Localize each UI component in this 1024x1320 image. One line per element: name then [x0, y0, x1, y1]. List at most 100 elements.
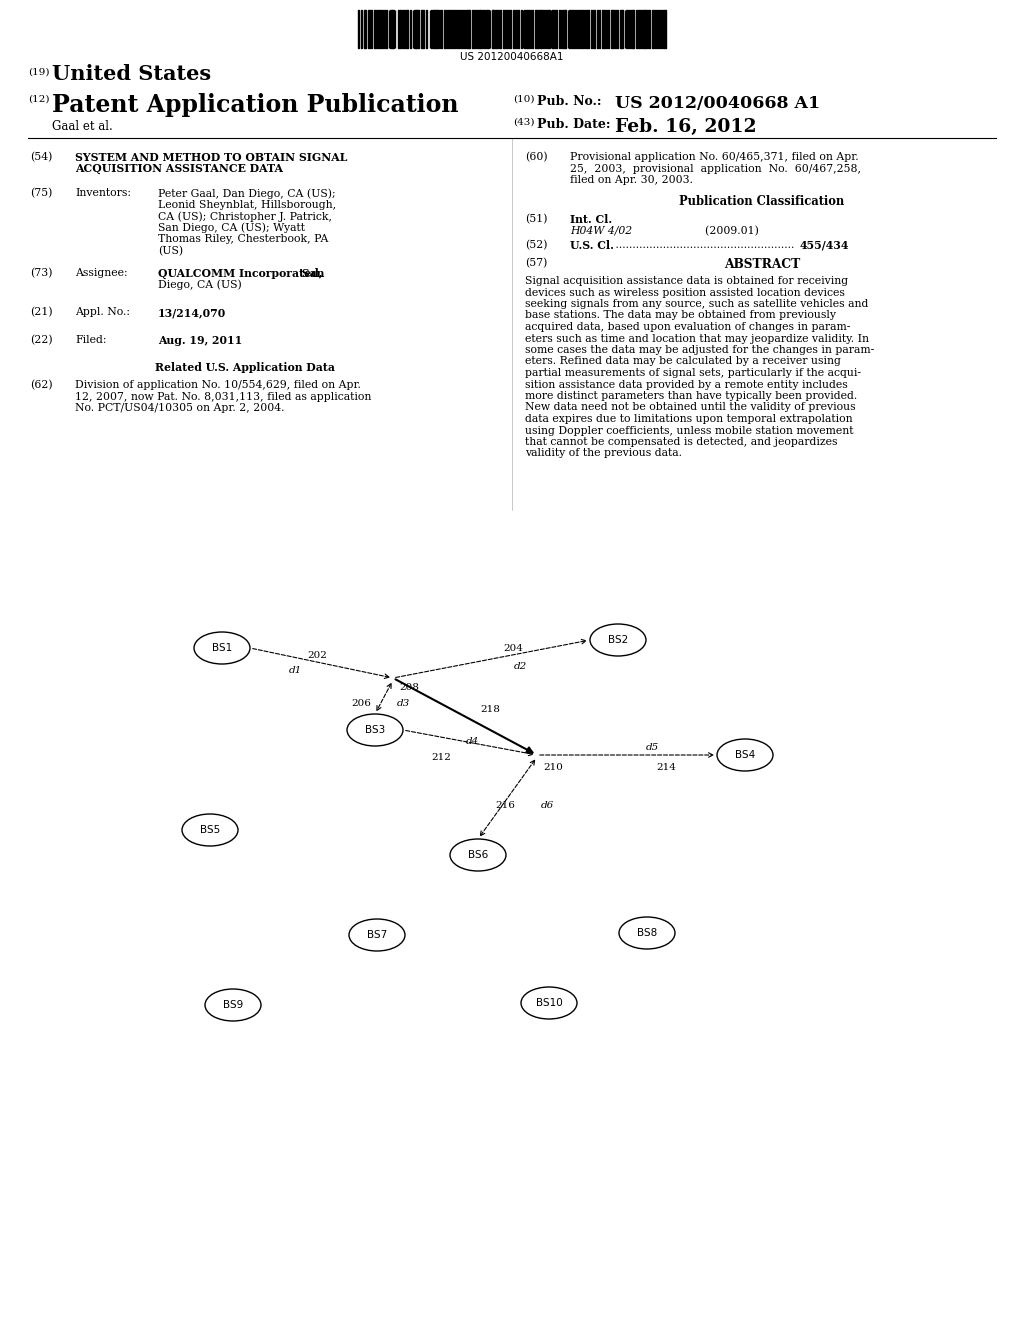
Text: BS3: BS3 [365, 725, 385, 735]
Text: sition assistance data provided by a remote entity includes: sition assistance data provided by a rem… [525, 380, 848, 389]
Text: Peter Gaal, Dan Diego, CA (US);: Peter Gaal, Dan Diego, CA (US); [158, 187, 336, 198]
Text: 208: 208 [399, 682, 419, 692]
Text: Thomas Riley, Chesterbook, PA: Thomas Riley, Chesterbook, PA [158, 234, 329, 244]
Text: 13/214,070: 13/214,070 [158, 308, 226, 318]
Text: Int. Cl.: Int. Cl. [570, 214, 612, 224]
Text: Appl. No.:: Appl. No.: [75, 308, 130, 317]
Text: 216: 216 [496, 800, 515, 809]
Text: d2: d2 [514, 663, 527, 671]
Text: BS4: BS4 [735, 750, 755, 760]
Text: acquired data, based upon evaluation of changes in param-: acquired data, based upon evaluation of … [525, 322, 850, 333]
Text: 218: 218 [480, 705, 500, 714]
Text: 455/434: 455/434 [800, 240, 849, 251]
Text: Pub. Date:: Pub. Date: [537, 117, 610, 131]
Text: 204: 204 [504, 644, 523, 653]
Text: No. PCT/US04/10305 on Apr. 2, 2004.: No. PCT/US04/10305 on Apr. 2, 2004. [75, 403, 285, 413]
Text: Division of application No. 10/554,629, filed on Apr.: Division of application No. 10/554,629, … [75, 380, 360, 389]
Text: some cases the data may be adjusted for the changes in param-: some cases the data may be adjusted for … [525, 345, 874, 355]
Text: partial measurements of signal sets, particularly if the acqui-: partial measurements of signal sets, par… [525, 368, 861, 378]
Text: San Diego, CA (US); Wyatt: San Diego, CA (US); Wyatt [158, 223, 305, 234]
Text: (12): (12) [28, 95, 49, 104]
Ellipse shape [717, 739, 773, 771]
Text: d1: d1 [289, 667, 302, 675]
Text: (57): (57) [525, 257, 548, 268]
Text: BS2: BS2 [608, 635, 628, 645]
Text: US 2012/0040668 A1: US 2012/0040668 A1 [615, 95, 820, 112]
Text: BS8: BS8 [637, 928, 657, 939]
Text: Assignee:: Assignee: [75, 268, 128, 279]
Text: Leonid Sheynblat, Hillsborough,: Leonid Sheynblat, Hillsborough, [158, 199, 336, 210]
Text: (75): (75) [30, 187, 52, 198]
Text: (19): (19) [28, 69, 49, 77]
Text: eters. Refined data may be calculated by a receiver using: eters. Refined data may be calculated by… [525, 356, 841, 367]
Text: 12, 2007, now Pat. No. 8,031,113, filed as application: 12, 2007, now Pat. No. 8,031,113, filed … [75, 392, 372, 401]
Text: United States: United States [52, 63, 211, 84]
Text: ACQUISITION ASSISTANCE DATA: ACQUISITION ASSISTANCE DATA [75, 164, 283, 174]
Text: Patent Application Publication: Patent Application Publication [52, 92, 459, 117]
Text: 214: 214 [656, 763, 676, 772]
Text: seeking signals from any source, such as satellite vehicles and: seeking signals from any source, such as… [525, 300, 868, 309]
Text: Pub. No.:: Pub. No.: [537, 95, 601, 108]
Text: Inventors:: Inventors: [75, 187, 131, 198]
Text: (62): (62) [30, 380, 52, 391]
Ellipse shape [194, 632, 250, 664]
Text: (US): (US) [158, 246, 183, 256]
Text: 202: 202 [307, 651, 328, 660]
Text: eters such as time and location that may jeopardize validity. In: eters such as time and location that may… [525, 334, 869, 343]
Text: ABSTRACT: ABSTRACT [724, 257, 800, 271]
Text: (54): (54) [30, 152, 52, 162]
Text: H04W 4/02: H04W 4/02 [570, 226, 632, 235]
Text: d6: d6 [541, 800, 554, 809]
Text: BS9: BS9 [223, 1001, 243, 1010]
Text: (52): (52) [525, 240, 548, 251]
Text: 210: 210 [543, 763, 563, 772]
Text: base stations. The data may be obtained from previously: base stations. The data may be obtained … [525, 310, 836, 321]
Text: US 20120040668A1: US 20120040668A1 [460, 51, 564, 62]
Text: (22): (22) [30, 335, 52, 346]
Ellipse shape [618, 917, 675, 949]
Ellipse shape [347, 714, 403, 746]
Text: New data need not be obtained until the validity of previous: New data need not be obtained until the … [525, 403, 856, 412]
Text: BS1: BS1 [212, 643, 232, 653]
Text: 206: 206 [351, 700, 371, 709]
Text: (21): (21) [30, 308, 52, 317]
Text: (43): (43) [513, 117, 535, 127]
Text: d3: d3 [397, 700, 411, 709]
Text: Signal acquisition assistance data is obtained for receiving: Signal acquisition assistance data is ob… [525, 276, 848, 286]
Text: 25,  2003,  provisional  application  No.  60/467,258,: 25, 2003, provisional application No. 60… [570, 164, 861, 173]
Ellipse shape [349, 919, 406, 950]
Text: using Doppler coefficients, unless mobile station movement: using Doppler coefficients, unless mobil… [525, 425, 853, 436]
Text: Publication Classification: Publication Classification [679, 195, 845, 209]
Text: (73): (73) [30, 268, 52, 279]
Text: QUALCOMM Incorporated,: QUALCOMM Incorporated, [158, 268, 323, 279]
Text: (10): (10) [513, 95, 535, 104]
Text: devices such as wireless position assisted location devices: devices such as wireless position assist… [525, 288, 845, 297]
Text: d4: d4 [466, 738, 479, 747]
Text: Aug. 19, 2011: Aug. 19, 2011 [158, 335, 243, 346]
Text: data expires due to limitations upon temporal extrapolation: data expires due to limitations upon tem… [525, 414, 853, 424]
Text: BS6: BS6 [468, 850, 488, 861]
Text: that cannot be compensated is detected, and jeopardizes: that cannot be compensated is detected, … [525, 437, 838, 447]
Text: filed on Apr. 30, 2003.: filed on Apr. 30, 2003. [570, 176, 693, 185]
Ellipse shape [182, 814, 238, 846]
Text: .....................................................: ........................................… [612, 240, 795, 249]
Text: BS5: BS5 [200, 825, 220, 836]
Text: (2009.01): (2009.01) [670, 226, 759, 236]
Text: (60): (60) [525, 152, 548, 162]
Text: Filed:: Filed: [75, 335, 106, 345]
Text: Related U.S. Application Data: Related U.S. Application Data [155, 362, 335, 374]
Text: San: San [298, 268, 325, 279]
Text: validity of the previous data.: validity of the previous data. [525, 449, 682, 458]
Text: Gaal et al.: Gaal et al. [52, 120, 113, 133]
Text: SYSTEM AND METHOD TO OBTAIN SIGNAL: SYSTEM AND METHOD TO OBTAIN SIGNAL [75, 152, 347, 162]
Text: Provisional application No. 60/465,371, filed on Apr.: Provisional application No. 60/465,371, … [570, 152, 859, 162]
Ellipse shape [521, 987, 577, 1019]
Text: more distinct parameters than have typically been provided.: more distinct parameters than have typic… [525, 391, 857, 401]
Text: BS7: BS7 [367, 931, 387, 940]
Text: Diego, CA (US): Diego, CA (US) [158, 280, 242, 290]
Ellipse shape [590, 624, 646, 656]
Text: (51): (51) [525, 214, 548, 224]
Text: Feb. 16, 2012: Feb. 16, 2012 [615, 117, 757, 136]
Text: d5: d5 [646, 743, 659, 752]
Text: 212: 212 [431, 752, 451, 762]
